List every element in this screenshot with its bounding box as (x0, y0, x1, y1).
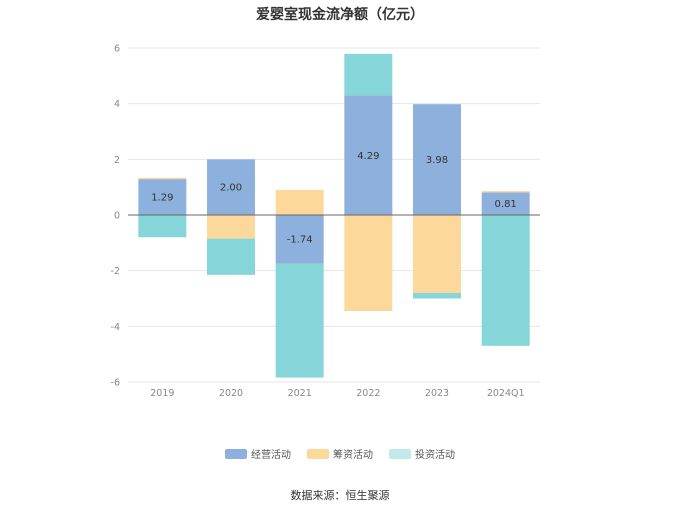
bar-2020-series-2[interactable] (207, 238, 255, 275)
bar-2022-series-2[interactable] (344, 53, 393, 96)
y-axis-ticks: -6 -4 -2 0 2 4 6 (111, 44, 120, 389)
legend-swatch-operating (225, 448, 247, 459)
bar-2023-series-2[interactable] (413, 292, 461, 299)
legend-label-financing: 筹资活动 (333, 450, 373, 461)
y-tick-label: 6 (114, 44, 120, 55)
data-label-2023: 3.98 (426, 155, 448, 166)
data-label-2020: 2.00 (220, 183, 242, 194)
x-tick-label: 2023 (425, 388, 449, 399)
data-labels: 1.29 2.00 -1.74 4.29 3.98 0.81 (151, 151, 517, 246)
bar-2021-series-1[interactable] (275, 189, 324, 215)
bar-2022-series-0[interactable] (344, 95, 393, 215)
x-tick-label: 2022 (356, 388, 380, 399)
legend: 经营活动 筹资活动 投资活动 (0, 446, 680, 461)
x-tick-label: 2024Q1 (487, 388, 525, 399)
bar-2020-series-1[interactable] (207, 215, 255, 239)
legend-item-operating[interactable]: 经营活动 (225, 446, 291, 461)
bar-2023-series-1[interactable] (413, 215, 461, 293)
data-label-2021: -1.74 (287, 235, 313, 246)
x-tick-label: 2019 (150, 388, 174, 399)
bar-2024Q1-series-2[interactable] (481, 215, 530, 346)
x-tick-label: 2020 (219, 388, 243, 399)
bar-2024Q1-series-0[interactable] (481, 192, 530, 215)
bar-2023-series-0[interactable] (413, 104, 461, 215)
y-tick-label: 4 (114, 99, 120, 110)
data-label-2024Q1: 0.81 (495, 199, 517, 210)
data-label-2022: 4.29 (357, 151, 379, 162)
bar-2021-series-2[interactable] (275, 263, 324, 378)
y-tick-label: -2 (111, 266, 120, 277)
y-tick-label: 2 (114, 155, 120, 166)
bar-2019-series-0[interactable] (138, 179, 187, 215)
legend-swatch-investing (389, 448, 411, 459)
legend-item-financing[interactable]: 筹资活动 (307, 446, 373, 461)
bar-2024Q1-series-1[interactable] (481, 191, 530, 193)
y-tick-label: -6 (111, 378, 120, 389)
legend-label-operating: 经营活动 (251, 450, 291, 461)
bar-2021-series-0[interactable] (275, 215, 324, 264)
bar-2020-series-0[interactable] (207, 159, 255, 215)
data-source: 数据来源：恒生聚源 (290, 489, 390, 502)
x-axis-ticks: 2019 2020 2021 2022 2023 2024Q1 (150, 388, 524, 399)
data-label-2019: 1.29 (151, 193, 173, 204)
bar-2022-series-1[interactable] (344, 215, 393, 312)
bar-2019-series-1[interactable] (138, 177, 187, 180)
y-tick-label: -4 (111, 322, 120, 333)
chart-title: 爱婴室现金流净额（亿元） (256, 7, 424, 23)
y-tick-label: 0 (114, 211, 120, 222)
x-tick-label: 2021 (288, 388, 312, 399)
legend-item-investing[interactable]: 投资活动 (389, 446, 455, 461)
legend-swatch-financing (307, 448, 329, 459)
bar-2019-series-2[interactable] (138, 215, 187, 238)
legend-label-investing: 投资活动 (415, 450, 455, 461)
bars (138, 53, 530, 378)
